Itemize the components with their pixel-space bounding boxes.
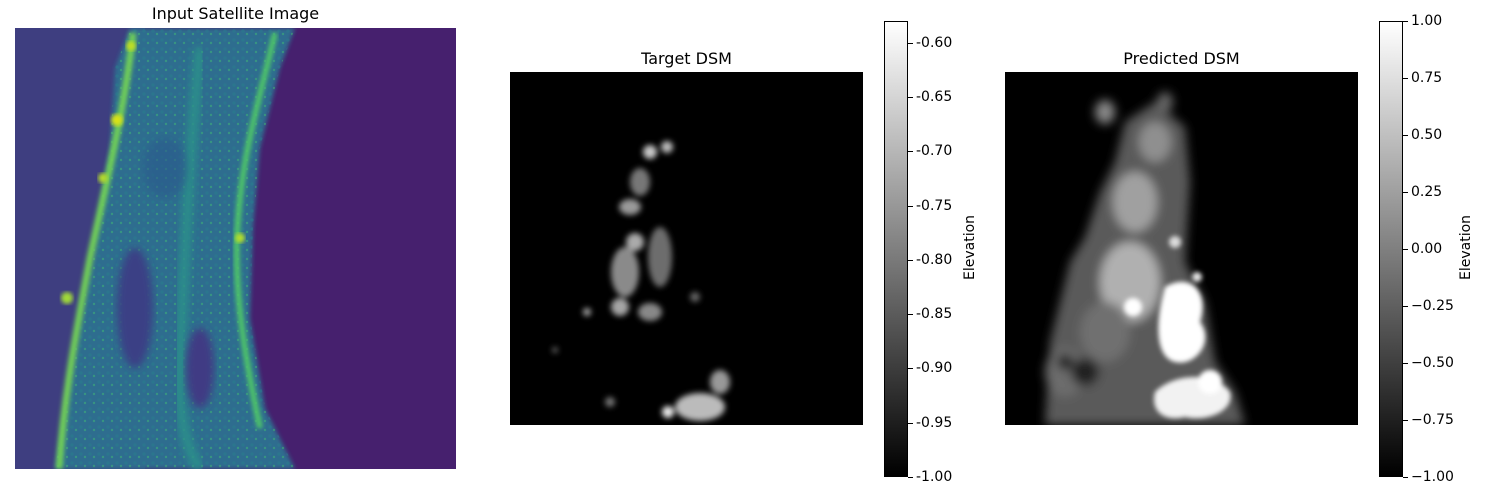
predicted-colorbar-tick-label: 0.25 [1411,184,1443,200]
predicted-colorbar-tick-label: 0.75 [1411,70,1443,86]
predicted-colorbar-tick-mark [1403,249,1408,250]
predicted-colorbar-tick-label: 0.50 [1411,127,1443,143]
predicted-colorbar-tick-label: −0.75 [1411,412,1454,428]
target-colorbar-tick-mark [908,97,913,98]
predicted-colorbar-tick-mark [1403,477,1408,478]
target-colorbar-tick-label: -0.75 [916,198,953,214]
target-dsm-image [510,72,863,425]
target-colorbar-tick-mark [908,368,913,369]
predicted-colorbar-tick-label: 0.00 [1411,241,1443,257]
predicted-colorbar-tick-mark [1403,420,1408,421]
target-colorbar-tick-label: -0.90 [916,360,953,376]
target-colorbar-tick-mark [908,314,913,315]
target-colorbar-tick-label: -0.60 [916,35,953,51]
target-colorbar-tick-mark [908,206,913,207]
target-dsm-title: Target DSM [641,49,732,68]
predicted-dsm-image [1005,72,1358,425]
predicted-colorbar-tick-label: −1.00 [1411,469,1454,485]
predicted-colorbar-tick-mark [1403,78,1408,79]
target-colorbar-tick-mark [908,260,913,261]
predicted-colorbar-tick-mark [1403,192,1408,193]
predicted-colorbar-label: Elevation [1458,214,1474,280]
predicted-colorbar [1379,21,1403,477]
target-colorbar-tick-label: -0.65 [916,89,953,105]
target-colorbar-tick-label: -1.00 [916,469,953,485]
target-colorbar-label: Elevation [962,214,978,280]
target-colorbar-tick-label: -0.95 [916,415,953,431]
target-colorbar [884,21,908,477]
target-colorbar-tick-label: -0.85 [916,306,953,322]
predicted-colorbar-tick-mark [1403,21,1408,22]
predicted-colorbar-tick-mark [1403,363,1408,364]
input-satellite-image [15,28,456,469]
target-colorbar-tick-label: -0.70 [916,143,953,159]
predicted-colorbar-tick-label: −0.50 [1411,355,1454,371]
target-colorbar-tick-label: -0.80 [916,252,953,268]
target-colorbar-tick-mark [908,423,913,424]
target-colorbar-tick-mark [908,43,913,44]
predicted-colorbar-tick-label: 1.00 [1411,13,1443,29]
predicted-colorbar-tick-mark [1403,306,1408,307]
input-image-title: Input Satellite Image [151,4,320,23]
predicted-colorbar-tick-mark [1403,135,1408,136]
target-colorbar-tick-mark [908,477,913,478]
target-colorbar-tick-mark [908,151,913,152]
predicted-colorbar-tick-label: −0.25 [1411,298,1454,314]
predicted-dsm-title: Predicted DSM [1123,49,1240,68]
